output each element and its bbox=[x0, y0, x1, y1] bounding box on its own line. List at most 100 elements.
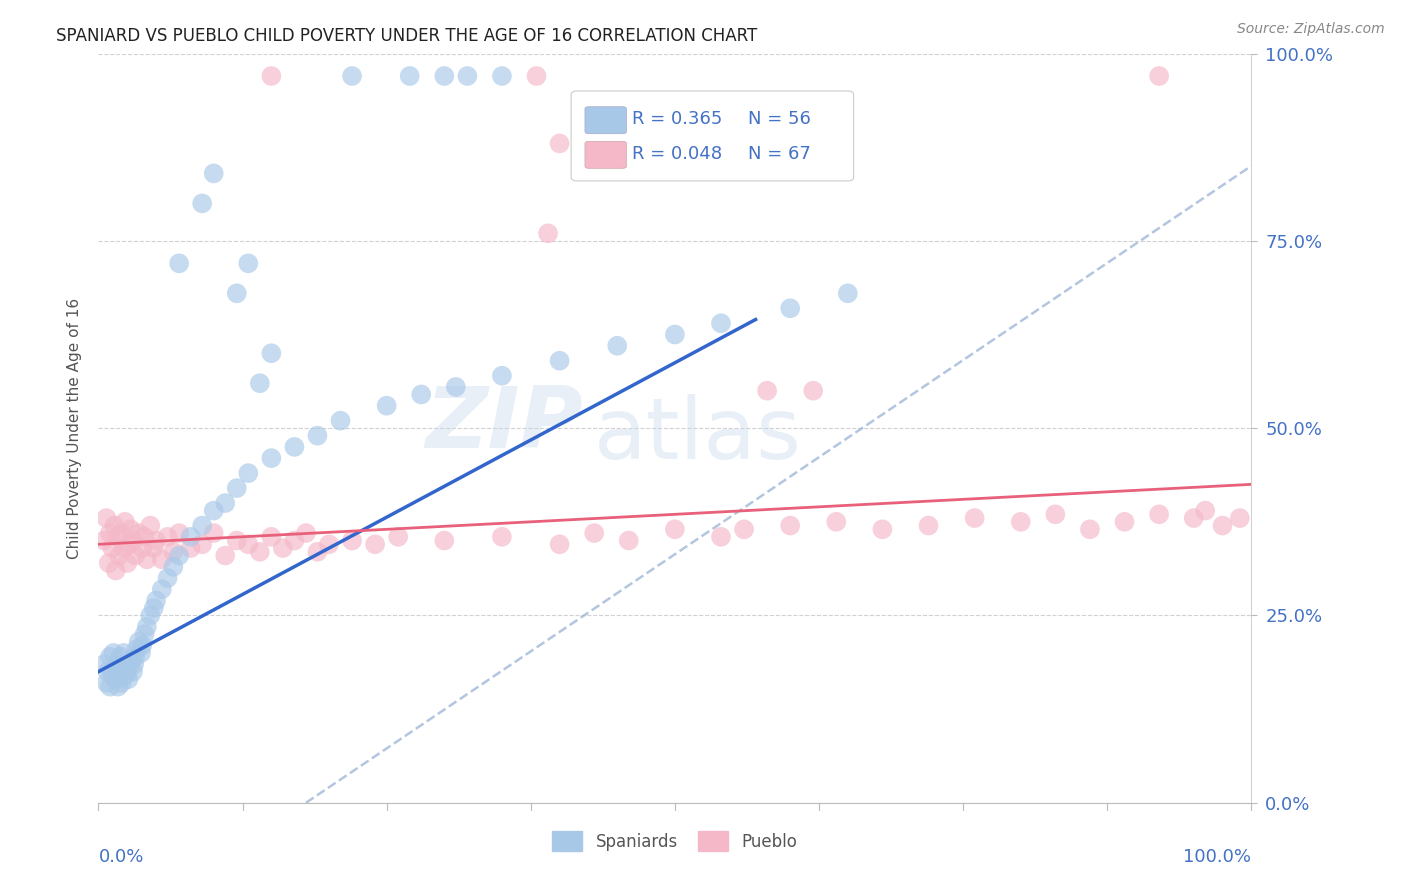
Point bbox=[260, 530, 283, 544]
Legend: Spaniards, Pueblo: Spaniards, Pueblo bbox=[546, 824, 804, 858]
Point bbox=[101, 541, 124, 555]
Point bbox=[93, 533, 115, 548]
Point bbox=[128, 634, 150, 648]
Point bbox=[283, 440, 305, 454]
Point bbox=[1194, 503, 1216, 517]
Point bbox=[295, 526, 318, 541]
Point bbox=[917, 518, 939, 533]
Point bbox=[108, 549, 131, 563]
Point bbox=[180, 530, 202, 544]
Point bbox=[150, 552, 173, 566]
Point bbox=[167, 526, 190, 541]
Point bbox=[114, 668, 136, 682]
Point bbox=[103, 646, 125, 660]
Point bbox=[260, 69, 283, 83]
Point bbox=[191, 196, 214, 211]
Point bbox=[202, 503, 225, 517]
Point bbox=[112, 646, 135, 660]
Point bbox=[225, 286, 247, 301]
Point bbox=[238, 537, 260, 551]
Point bbox=[617, 533, 640, 548]
Point bbox=[122, 657, 145, 672]
Point bbox=[202, 166, 225, 180]
Point bbox=[214, 496, 236, 510]
Point bbox=[779, 518, 801, 533]
Point bbox=[145, 593, 167, 607]
Point bbox=[1147, 69, 1170, 83]
Point bbox=[98, 649, 121, 664]
Point bbox=[122, 533, 145, 548]
Text: Source: ZipAtlas.com: Source: ZipAtlas.com bbox=[1237, 22, 1385, 37]
Point bbox=[96, 676, 118, 690]
Point bbox=[526, 69, 548, 83]
Point bbox=[103, 518, 125, 533]
Point bbox=[162, 559, 184, 574]
Point bbox=[131, 541, 153, 555]
Point bbox=[733, 522, 755, 536]
Text: N = 56: N = 56 bbox=[748, 111, 810, 128]
Point bbox=[108, 665, 131, 679]
Text: ZIP: ZIP bbox=[425, 383, 582, 466]
Point bbox=[112, 541, 135, 555]
Point bbox=[238, 466, 260, 480]
Point bbox=[249, 545, 271, 559]
Point bbox=[307, 428, 329, 442]
Point bbox=[606, 339, 628, 353]
Point bbox=[491, 530, 513, 544]
Point bbox=[156, 571, 179, 585]
Point bbox=[340, 533, 363, 548]
Point bbox=[131, 639, 153, 653]
Point bbox=[107, 680, 129, 694]
Point bbox=[107, 530, 129, 544]
Point bbox=[162, 545, 184, 559]
Point bbox=[664, 327, 686, 342]
Point bbox=[180, 541, 202, 555]
Point bbox=[271, 541, 294, 555]
Point bbox=[225, 481, 247, 495]
Point bbox=[134, 530, 156, 544]
Point bbox=[583, 526, 606, 541]
Point bbox=[97, 665, 120, 679]
Point bbox=[167, 256, 190, 270]
Point bbox=[260, 346, 283, 360]
Point bbox=[110, 649, 132, 664]
Point bbox=[1229, 511, 1251, 525]
Point bbox=[1010, 515, 1032, 529]
Point bbox=[167, 549, 190, 563]
Point bbox=[96, 511, 118, 525]
Point bbox=[117, 665, 139, 679]
Point bbox=[1182, 511, 1205, 525]
Point bbox=[1114, 515, 1136, 529]
Text: 100.0%: 100.0% bbox=[1184, 847, 1251, 866]
Point bbox=[128, 526, 150, 541]
FancyBboxPatch shape bbox=[585, 141, 627, 169]
Point bbox=[260, 451, 283, 466]
Point bbox=[825, 515, 848, 529]
Point bbox=[398, 69, 420, 83]
Point bbox=[142, 601, 165, 615]
Point bbox=[142, 541, 165, 555]
Point bbox=[156, 530, 179, 544]
Point bbox=[491, 368, 513, 383]
Point bbox=[120, 653, 142, 667]
Point bbox=[139, 518, 162, 533]
Point bbox=[329, 414, 352, 428]
Point bbox=[125, 642, 148, 657]
Point bbox=[664, 522, 686, 536]
Point bbox=[98, 680, 121, 694]
Point bbox=[249, 376, 271, 391]
Point bbox=[124, 649, 146, 664]
Point bbox=[118, 537, 141, 551]
Y-axis label: Child Poverty Under the Age of 16: Child Poverty Under the Age of 16 bbox=[66, 298, 82, 558]
Point bbox=[118, 657, 141, 672]
Point bbox=[111, 661, 134, 675]
Point bbox=[1045, 508, 1067, 522]
Point bbox=[283, 533, 305, 548]
Point bbox=[135, 620, 157, 634]
Text: N = 67: N = 67 bbox=[748, 145, 810, 163]
Point bbox=[104, 672, 127, 686]
Point bbox=[117, 672, 139, 686]
Point bbox=[491, 69, 513, 83]
Point bbox=[129, 646, 152, 660]
Point bbox=[110, 526, 132, 541]
